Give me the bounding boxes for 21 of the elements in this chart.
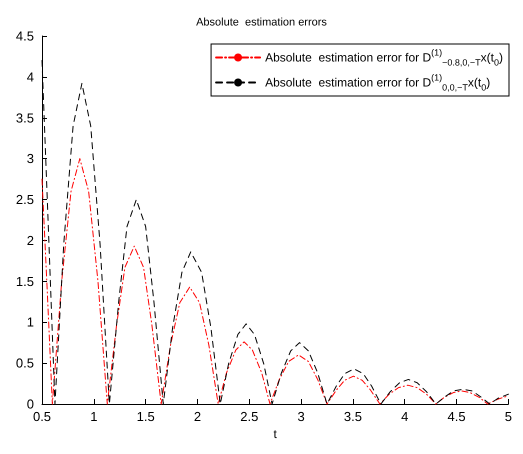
y-tick-label: 2.5 bbox=[16, 192, 34, 208]
x-tick-label: 3 bbox=[297, 409, 305, 424]
chart-title: Absolute estimation errors bbox=[196, 16, 328, 28]
y-tick-label: 2 bbox=[26, 232, 34, 248]
y-tick-label: 1.5 bbox=[16, 274, 34, 289]
x-tick-label: 3.5 bbox=[344, 409, 362, 424]
y-tick-label: 3.5 bbox=[16, 110, 34, 126]
x-tick-label: 4 bbox=[401, 409, 408, 424]
x-tick-label: 1 bbox=[90, 409, 98, 424]
x-tick-label: 2.5 bbox=[240, 409, 258, 424]
x-tick-label: 4.5 bbox=[448, 409, 466, 424]
x-tick-label: 1.5 bbox=[136, 409, 155, 424]
y-tick-label: 4 bbox=[26, 69, 34, 84]
y-tick-label: 4.5 bbox=[16, 28, 34, 44]
y-tick-label: 0 bbox=[26, 396, 34, 412]
x-tick-label: 2 bbox=[194, 409, 202, 424]
y-tick-label: 1 bbox=[26, 314, 34, 330]
y-tick-label: 3 bbox=[26, 151, 34, 166]
x-tick-label: 5 bbox=[504, 409, 512, 424]
x-axis-title: t bbox=[274, 426, 278, 441]
y-tick-label: 0.5 bbox=[16, 356, 34, 371]
